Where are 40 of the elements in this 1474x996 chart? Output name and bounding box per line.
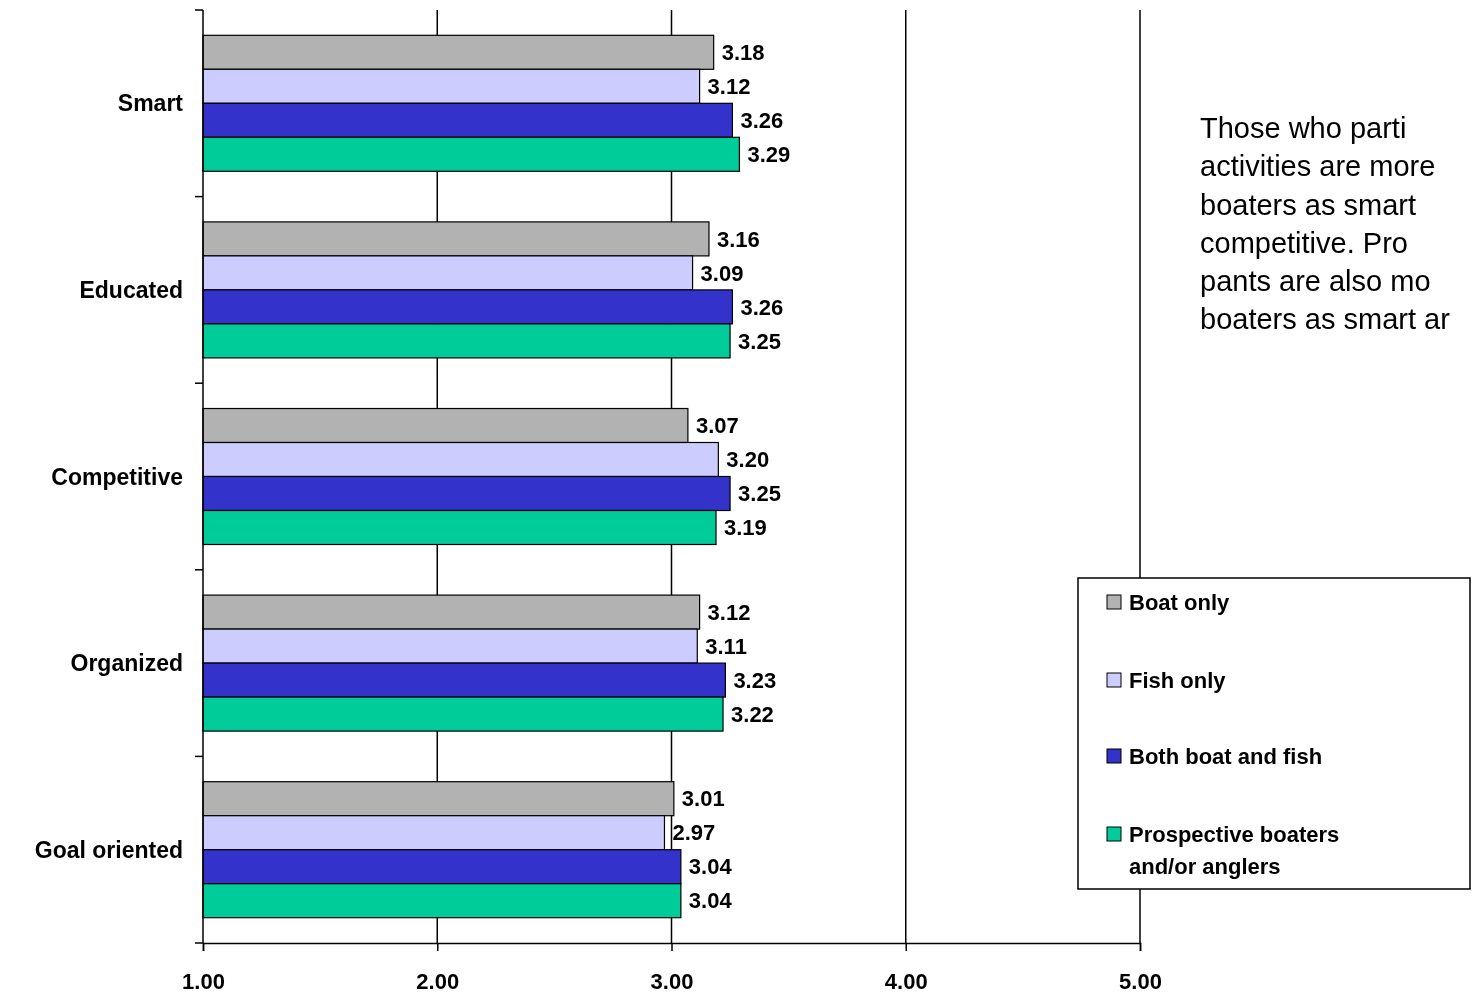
data-label: 3.11 (705, 633, 747, 659)
data-label: 3.25 (738, 328, 781, 354)
x-tick-label: 1.00 (182, 968, 225, 994)
text: Those who parti (1200, 112, 1407, 145)
legend-label: Both boat and fish (1129, 743, 1323, 769)
y-tick-label: Smart (117, 90, 184, 117)
x-tick-label: 4.00 (884, 968, 928, 994)
text: pants are also mo (1200, 264, 1431, 297)
legend-label: Fish only (1129, 667, 1227, 693)
data-label: 3.04 (688, 854, 733, 880)
data-label: 3.09 (700, 260, 744, 286)
legend-label: Prospective boaters and/or anglers (1129, 821, 1340, 879)
data-label: 3.29 (747, 142, 791, 167)
data-label: 2.97 (672, 820, 716, 846)
data-label: 3.12 (707, 599, 751, 625)
y-tick-label: Educated (79, 276, 183, 303)
y-tick-label: Goal oriented (34, 836, 183, 863)
x-tick-label: 3.00 (650, 968, 694, 994)
data-label: 3.16 (716, 226, 760, 252)
text: boaters as smart ar (1200, 303, 1451, 336)
x-tick-label: 5.00 (1119, 968, 1162, 994)
data-label: 3.01 (681, 786, 725, 812)
data-label: 3.22 (731, 701, 774, 727)
data-label: 3.20 (726, 447, 770, 473)
data-label: 3.26 (740, 108, 784, 133)
data-label: 3.19 (724, 515, 767, 541)
text: competitive. Pro (1200, 226, 1408, 259)
legend-label: Boat only (1129, 589, 1230, 615)
data-label: 3.07 (695, 413, 739, 439)
data-label: 3.12 (707, 74, 751, 99)
data-label: 3.18 (721, 40, 765, 65)
data-label: 3.26 (740, 294, 784, 320)
x-tick-label: 2.00 (416, 968, 460, 994)
data-label: 3.23 (733, 667, 777, 693)
text: activities are more (1200, 150, 1436, 183)
y-tick-label: Competitive (51, 463, 183, 490)
y-tick-label: Organized (70, 650, 183, 677)
text: boaters as smart (1200, 188, 1416, 221)
data-label: 3.25 (738, 481, 781, 507)
data-label: 3.04 (688, 888, 733, 914)
